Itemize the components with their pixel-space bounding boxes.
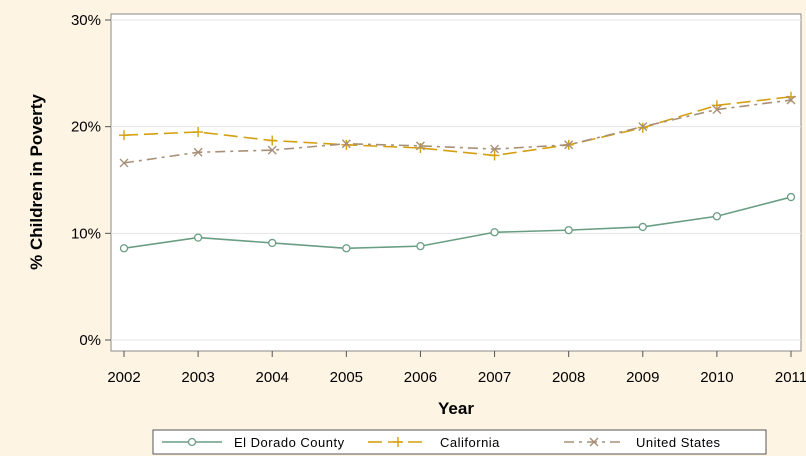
- x-tick-label: 2011: [775, 369, 806, 386]
- x-tick-label: 2003: [181, 369, 214, 386]
- data-point-stroke: [786, 95, 796, 105]
- data-point-stroke: [638, 122, 648, 132]
- plot-area: [110, 13, 802, 352]
- data-point: [193, 147, 203, 157]
- data-point: [119, 244, 129, 253]
- legend: El Dorado County California United States: [162, 435, 721, 450]
- data-point: [393, 437, 403, 447]
- data-point: [193, 127, 204, 137]
- data-point-stroke: [119, 158, 129, 168]
- data-point-stroke: [193, 147, 203, 157]
- x-axis-title: Year: [438, 399, 474, 418]
- data-point: [416, 241, 425, 251]
- data-point: [638, 122, 648, 132]
- series-group: [119, 91, 796, 253]
- y-tick-label: 30%: [71, 12, 101, 29]
- data-point: [341, 139, 351, 149]
- y-axis-title: % Children in Poverty: [27, 94, 46, 270]
- data-point-stroke: [712, 105, 722, 115]
- data-point: [564, 140, 574, 150]
- data-point: [187, 437, 197, 447]
- data-point: [267, 145, 277, 155]
- data-point: [490, 228, 499, 237]
- data-point: [712, 212, 722, 221]
- legend-box: [152, 429, 767, 455]
- y-tick-label: 0%: [79, 332, 101, 349]
- data-point: [489, 150, 500, 161]
- x-tick-label: 2008: [552, 369, 585, 386]
- data-point-stroke: [490, 144, 500, 154]
- y-tick-label: 10%: [71, 225, 101, 242]
- y-axis: 0% 10% 20% 30%: [71, 12, 111, 349]
- x-tick-label: 2010: [700, 369, 733, 386]
- data-point-stroke: [415, 141, 425, 151]
- data-point: [119, 158, 129, 168]
- series-line: [123, 99, 792, 164]
- data-point: [267, 135, 278, 146]
- legend-label: El Dorado County: [234, 435, 345, 450]
- data-point-stroke: [267, 145, 277, 155]
- legend-label: United States: [636, 435, 721, 450]
- x-tick-label: 2002: [107, 369, 140, 386]
- data-point: [490, 144, 500, 154]
- data-point: [342, 244, 351, 253]
- x-axis: 2002 2003 2004 2005 2006 2007 2008 2009 2010 2011: [107, 351, 806, 386]
- data-point: [119, 130, 129, 141]
- data-point: [712, 105, 722, 115]
- data-point: [415, 143, 426, 153]
- legend-label: California: [440, 435, 500, 450]
- x-tick-label: 2007: [478, 369, 511, 386]
- data-point: [786, 192, 796, 202]
- data-point: [193, 233, 203, 242]
- data-point-stroke: [564, 140, 574, 150]
- series-line: [123, 96, 792, 157]
- data-point: [589, 437, 599, 447]
- gridlines: [111, 19, 801, 341]
- data-point: [415, 141, 425, 151]
- data-point: [637, 122, 648, 133]
- y-tick-label: 20%: [71, 119, 101, 136]
- data-point: [564, 225, 573, 235]
- data-point: [268, 238, 277, 248]
- x-tick-label: 2009: [626, 369, 659, 386]
- series-line: [123, 196, 792, 250]
- data-point: [638, 222, 647, 232]
- data-point-stroke: [589, 437, 599, 447]
- data-point-stroke: [341, 139, 351, 149]
- x-tick-label: 2004: [256, 369, 289, 386]
- data-point: [786, 95, 796, 105]
- x-tick-label: 2006: [404, 369, 437, 386]
- data-point: [341, 139, 352, 150]
- x-tick-label: 2005: [330, 369, 363, 386]
